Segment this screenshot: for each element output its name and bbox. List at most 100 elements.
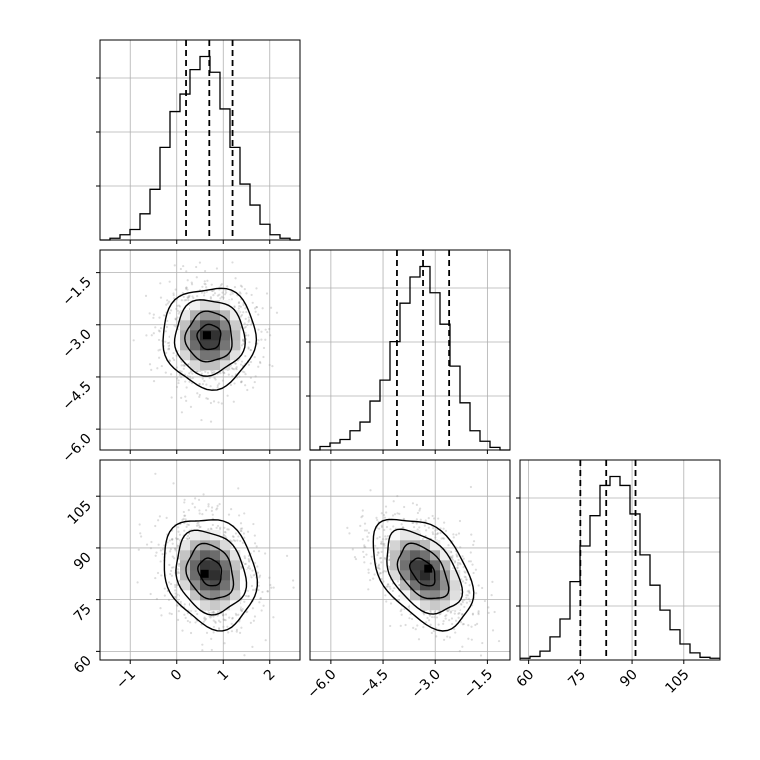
scatter-point bbox=[173, 297, 176, 300]
scatter-point bbox=[137, 548, 140, 551]
scatter-point bbox=[227, 373, 230, 376]
scatter-point bbox=[159, 348, 162, 351]
scatter-point bbox=[266, 331, 269, 334]
scatter-point bbox=[201, 643, 204, 646]
scatter-point bbox=[468, 600, 471, 603]
xtick-label-2-1: 75 bbox=[565, 667, 589, 691]
density-cell bbox=[230, 570, 241, 581]
scatter-point bbox=[248, 341, 251, 344]
scatter-point bbox=[422, 626, 425, 629]
scatter-point bbox=[380, 542, 383, 545]
scatter-point bbox=[230, 298, 233, 301]
density-cell bbox=[220, 360, 231, 371]
scatter-point bbox=[232, 539, 235, 542]
scatter-point bbox=[185, 537, 188, 540]
scatter-point bbox=[434, 529, 437, 532]
scatter-point bbox=[479, 654, 483, 657]
density-cell bbox=[200, 310, 211, 321]
scatter-point bbox=[442, 638, 446, 641]
scatter-point bbox=[411, 502, 415, 505]
contour-level-2 bbox=[175, 529, 248, 616]
scatter-point bbox=[191, 376, 194, 380]
scatter-point bbox=[211, 523, 214, 527]
scatter-point bbox=[208, 376, 211, 380]
scatter-point bbox=[261, 307, 264, 310]
scatter-point bbox=[398, 594, 401, 598]
scatter-point bbox=[218, 628, 221, 631]
scatter-point bbox=[175, 537, 178, 540]
scatter-point bbox=[448, 619, 451, 622]
scatter-point bbox=[462, 622, 465, 626]
density-cell bbox=[200, 530, 211, 541]
scatter-point bbox=[168, 563, 171, 566]
scatter-point bbox=[466, 594, 469, 597]
scatter-point bbox=[233, 305, 236, 309]
scatter-point bbox=[386, 585, 389, 588]
scatter-point bbox=[431, 531, 434, 534]
scatter-point bbox=[223, 642, 226, 645]
axes-frame bbox=[99, 459, 301, 661]
scatter-point bbox=[269, 583, 272, 587]
density-cell bbox=[400, 580, 411, 591]
scatter-point bbox=[170, 538, 174, 541]
scatter-point bbox=[240, 529, 243, 533]
scatter-point bbox=[210, 371, 214, 374]
scatter-point bbox=[189, 405, 193, 408]
scatter-point bbox=[203, 282, 206, 285]
density-cell bbox=[180, 580, 191, 591]
axes-frame bbox=[99, 39, 301, 241]
scatter-point bbox=[196, 612, 199, 616]
density-cell bbox=[220, 310, 231, 321]
scatter-point bbox=[195, 265, 198, 269]
scatter-point bbox=[227, 631, 230, 634]
scatter-point bbox=[439, 527, 442, 530]
scatter-point bbox=[385, 600, 388, 603]
scatter-point bbox=[173, 358, 176, 362]
scatter-point bbox=[182, 510, 185, 514]
xtick-label-0-0: −1 bbox=[113, 667, 139, 693]
scatter-point bbox=[389, 528, 392, 531]
scatter-point bbox=[211, 513, 214, 516]
scatter-point bbox=[194, 497, 197, 500]
scatter-point bbox=[381, 571, 385, 574]
scatter-point bbox=[256, 565, 259, 568]
density-cell bbox=[210, 300, 221, 311]
scatter-point bbox=[212, 289, 216, 292]
scatter-point bbox=[212, 611, 215, 614]
scatter-point bbox=[178, 305, 182, 308]
scatter-point bbox=[384, 558, 387, 561]
scatter-point bbox=[168, 359, 171, 362]
density-cell bbox=[440, 590, 451, 601]
scatter-point bbox=[200, 372, 203, 375]
density-cell bbox=[190, 300, 201, 311]
scatter-point bbox=[176, 316, 179, 319]
scatter-point bbox=[184, 287, 188, 290]
scatter-point bbox=[145, 543, 149, 546]
scatter-point bbox=[152, 380, 156, 383]
scatter-point bbox=[231, 375, 234, 378]
scatter-point bbox=[217, 619, 221, 622]
scatter-point bbox=[253, 542, 257, 545]
scatter-point bbox=[224, 291, 228, 294]
scatter-point bbox=[167, 348, 170, 351]
scatter-point bbox=[241, 541, 245, 544]
scatter-point bbox=[219, 284, 223, 287]
scatter-point bbox=[198, 509, 201, 512]
histogram-step bbox=[520, 475, 720, 659]
scatter-point bbox=[385, 537, 388, 540]
scatter-point bbox=[182, 264, 185, 268]
scatter-point bbox=[161, 553, 164, 556]
scatter-point bbox=[430, 631, 433, 635]
scatter-point bbox=[183, 364, 186, 367]
scatter-point bbox=[157, 543, 160, 546]
scatter-point bbox=[449, 610, 453, 613]
histogram-step bbox=[100, 55, 300, 241]
scatter-point bbox=[203, 291, 206, 295]
scatter-point bbox=[380, 524, 383, 527]
scatter-point bbox=[159, 607, 162, 610]
scatter-point bbox=[247, 316, 250, 319]
scatter-point bbox=[205, 286, 208, 289]
scatter-point bbox=[246, 595, 250, 598]
scatter-point bbox=[197, 524, 200, 527]
density-cell bbox=[210, 350, 221, 361]
